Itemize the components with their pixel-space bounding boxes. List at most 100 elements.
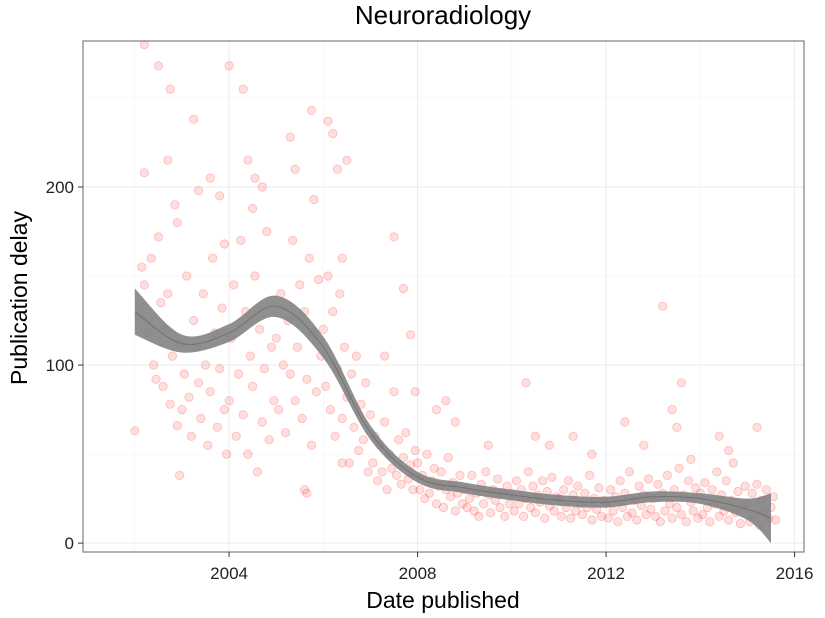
data-point	[165, 84, 175, 94]
data-point	[457, 499, 467, 509]
data-point	[693, 513, 703, 523]
data-point	[252, 467, 262, 477]
data-point	[653, 479, 663, 489]
data-point	[243, 155, 253, 165]
data-point	[139, 168, 149, 178]
data-point	[681, 517, 691, 527]
x-tick-label: 2008	[399, 564, 437, 583]
data-point	[186, 431, 196, 441]
data-point	[500, 511, 510, 522]
data-point	[620, 417, 630, 427]
data-point	[495, 502, 505, 513]
data-point	[450, 417, 460, 427]
data-point	[146, 253, 156, 263]
data-point	[379, 417, 390, 427]
data-point	[412, 458, 423, 468]
data-point	[325, 404, 335, 415]
data-point	[721, 476, 731, 486]
data-point	[189, 114, 199, 124]
data-point	[438, 502, 449, 513]
data-point	[566, 513, 576, 523]
data-point	[740, 481, 750, 491]
data-point	[130, 426, 140, 436]
data-point	[349, 422, 359, 432]
data-point	[217, 303, 227, 313]
data-point	[608, 506, 618, 516]
data-point	[521, 378, 531, 388]
data-point	[151, 374, 161, 384]
data-point	[196, 413, 206, 424]
data-point	[410, 445, 420, 456]
data-point	[172, 218, 182, 228]
data-point	[231, 431, 241, 441]
data-point	[266, 342, 277, 352]
data-point	[295, 280, 305, 290]
data-point	[224, 61, 234, 71]
data-point	[431, 404, 441, 415]
data-point	[280, 428, 291, 438]
data-point	[549, 506, 559, 516]
data-point	[667, 404, 677, 415]
data-point	[255, 324, 265, 334]
data-point	[229, 280, 239, 290]
data-point	[655, 517, 665, 527]
panel-border	[82, 40, 805, 553]
data-point	[259, 363, 269, 374]
data-point	[335, 289, 345, 299]
data-point	[650, 511, 661, 522]
chart-title: Neuroradiology	[355, 0, 531, 30]
data-point	[382, 485, 392, 495]
data-point	[167, 351, 178, 361]
data-point	[323, 116, 333, 126]
data-point	[302, 374, 312, 384]
data-point	[707, 485, 717, 495]
data-point	[372, 476, 383, 486]
data-point	[170, 200, 180, 210]
data-point	[518, 511, 529, 522]
data-point	[613, 517, 623, 527]
data-point	[657, 301, 668, 311]
data-point	[481, 467, 491, 477]
data-point	[219, 404, 229, 415]
data-point	[544, 440, 555, 450]
data-point	[389, 232, 399, 242]
y-tick-label: 0	[65, 534, 74, 553]
data-point	[290, 164, 300, 174]
data-point	[728, 458, 738, 468]
data-point	[431, 499, 441, 509]
data-point	[624, 467, 635, 477]
x-tick-label: 2012	[587, 564, 625, 583]
data-point	[208, 253, 218, 263]
data-point	[250, 271, 260, 281]
data-point	[205, 387, 215, 397]
data-point	[149, 360, 159, 370]
data-point	[509, 506, 519, 516]
data-point	[379, 351, 390, 361]
data-point	[752, 479, 762, 489]
data-point	[455, 470, 465, 480]
data-point	[200, 360, 211, 370]
data-point	[639, 440, 649, 450]
data-point	[365, 410, 376, 420]
data-point	[420, 493, 430, 504]
data-point	[511, 476, 522, 486]
data-point	[332, 164, 343, 174]
data-point	[530, 508, 541, 518]
data-point	[292, 342, 302, 352]
data-point	[285, 369, 295, 379]
data-point	[250, 173, 260, 183]
data-point	[523, 467, 533, 477]
data-point	[714, 431, 724, 441]
data-point	[163, 155, 173, 165]
data-point	[328, 306, 338, 317]
data-point	[712, 467, 722, 477]
data-point	[596, 511, 607, 522]
data-point	[528, 481, 538, 491]
data-point	[172, 420, 182, 431]
data-point	[537, 476, 548, 486]
data-point	[222, 449, 232, 459]
data-point	[556, 511, 566, 522]
data-point	[139, 280, 149, 290]
